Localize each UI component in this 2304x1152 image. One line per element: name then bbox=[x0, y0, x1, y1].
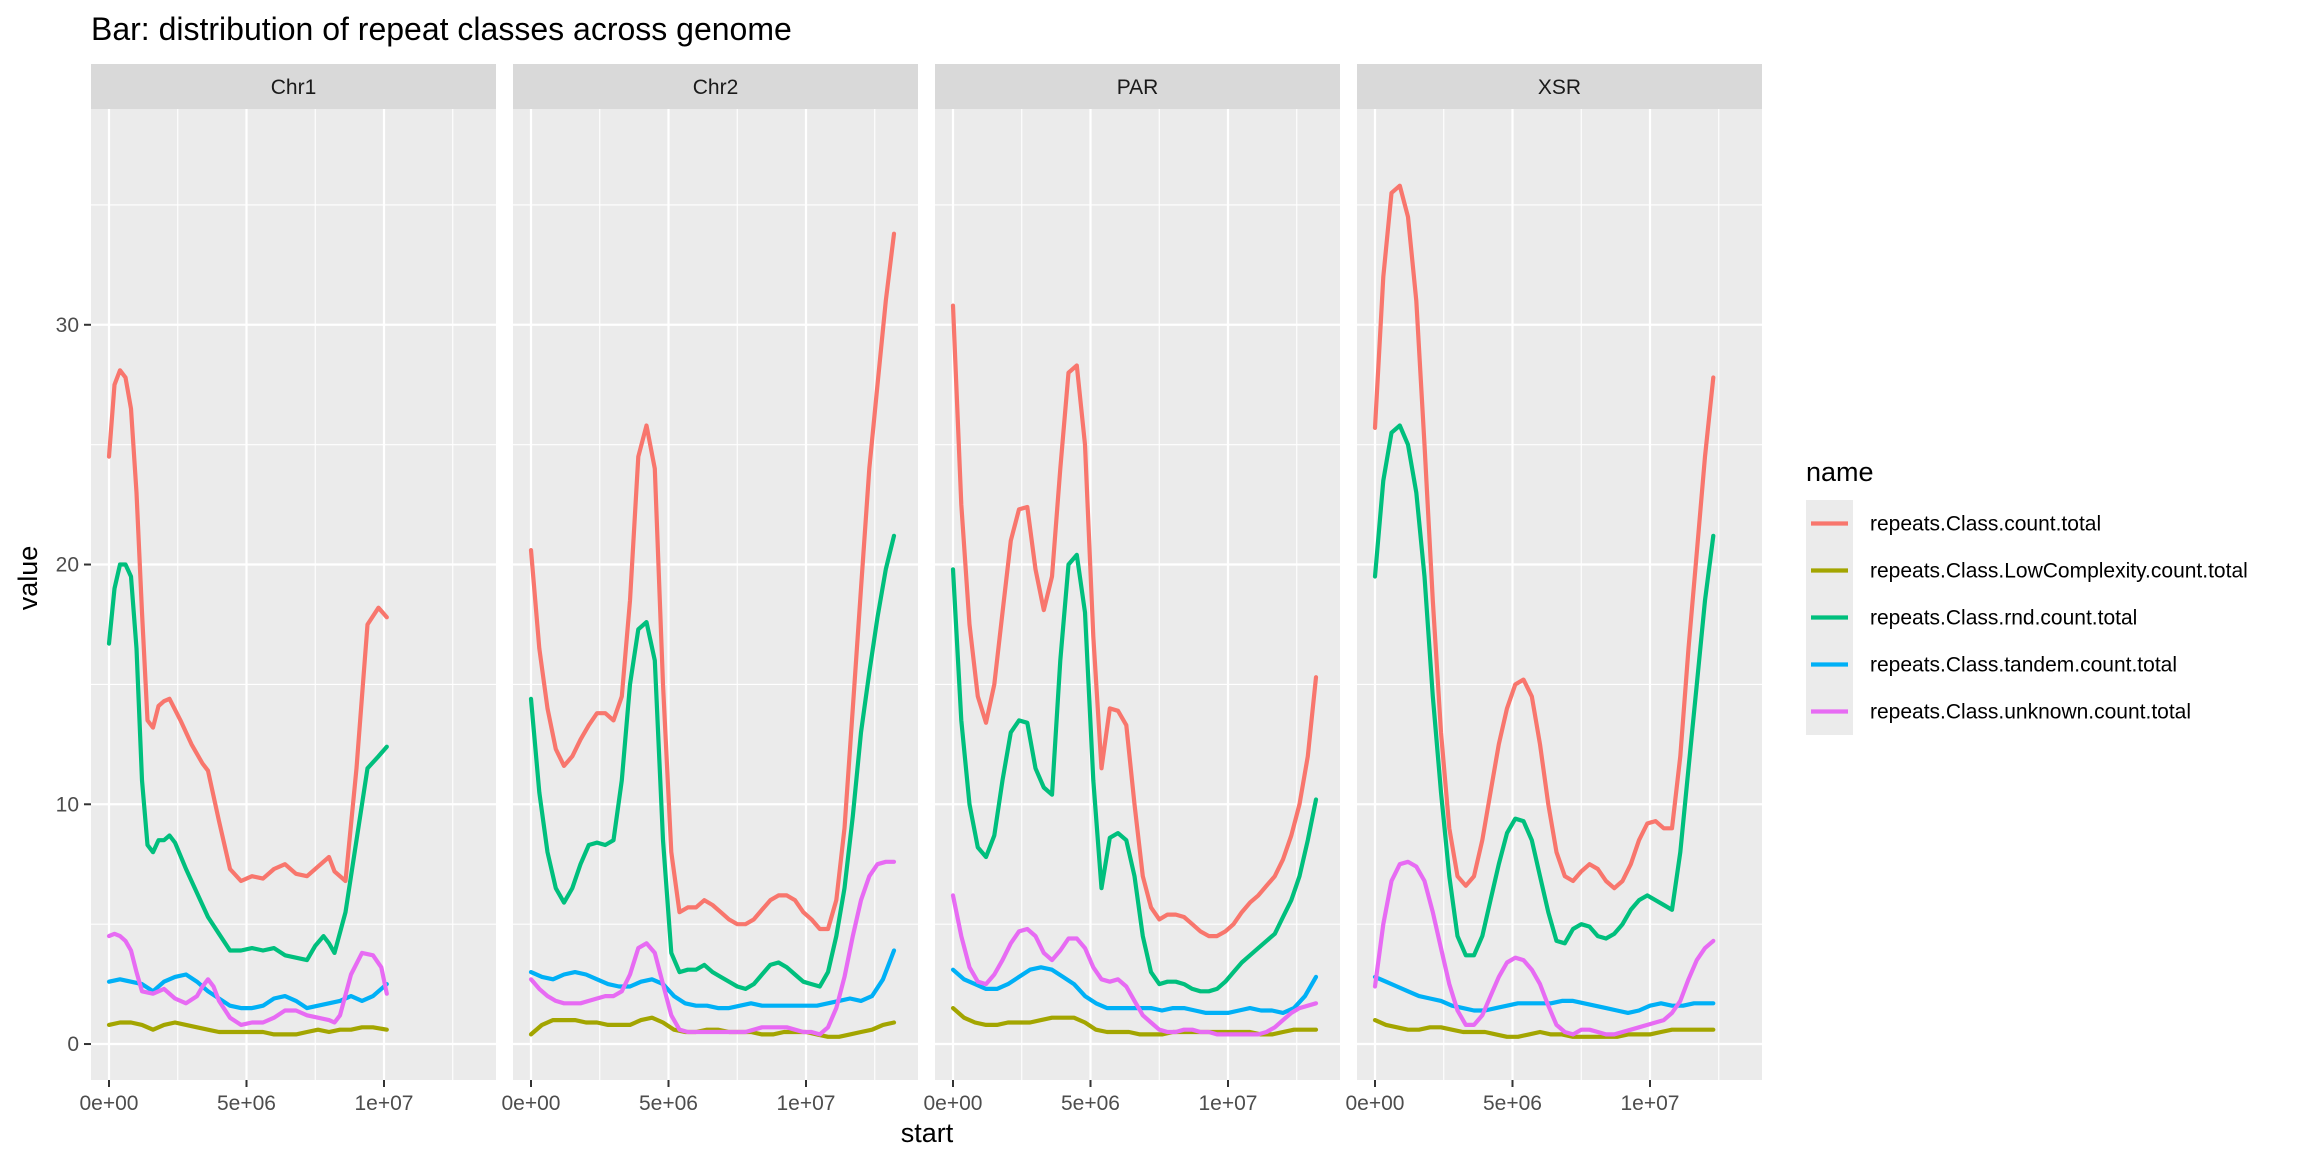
x-tick-label: 1e+07 bbox=[1621, 1092, 1680, 1115]
facet-strip-label: PAR bbox=[1117, 76, 1159, 99]
legend-label: repeats.Class.count.total bbox=[1870, 513, 2101, 536]
series-line-rnd bbox=[528, 533, 897, 991]
facet-strip bbox=[935, 64, 1340, 109]
facet-strip-label: Chr1 bbox=[271, 76, 317, 99]
facet-strip bbox=[513, 64, 918, 109]
legend-item: repeats.Class.rnd.count.total bbox=[1806, 594, 2137, 641]
series-line-lowcomplexity bbox=[106, 1020, 389, 1037]
x-tick-label: 5e+06 bbox=[639, 1092, 698, 1115]
series-line-tandem bbox=[528, 948, 897, 1011]
series-line-lowcomplexity bbox=[1372, 1018, 1716, 1039]
legend-item: repeats.Class.count.total bbox=[1806, 500, 2101, 547]
panel-background bbox=[935, 109, 1340, 1080]
series-line-count-total bbox=[950, 303, 1319, 939]
series-line-rnd bbox=[950, 552, 1319, 994]
series-line-tandem bbox=[950, 965, 1319, 1015]
legend: name repeats.Class.count.total repeats.Cl… bbox=[1806, 457, 2248, 735]
y-tick-label: 0 bbox=[67, 1033, 79, 1056]
series-line-unknown bbox=[1372, 859, 1716, 1037]
y-tick-label: 30 bbox=[56, 314, 79, 337]
legend-label: repeats.Class.rnd.count.total bbox=[1870, 607, 2137, 630]
x-tick-label: 0e+00 bbox=[80, 1092, 139, 1115]
legend-title: name bbox=[1806, 457, 1874, 487]
x-tick-label: 0e+00 bbox=[924, 1092, 983, 1115]
x-tick-label: 1e+07 bbox=[777, 1092, 836, 1115]
legend-item: repeats.Class.LowComplexity.count.total bbox=[1806, 547, 2248, 594]
series-line-tandem bbox=[106, 972, 389, 1011]
series-line-lowcomplexity bbox=[528, 1015, 897, 1039]
series-line-unknown bbox=[528, 859, 897, 1037]
x-axis-title: start bbox=[901, 1118, 954, 1148]
x-tick-label: 0e+00 bbox=[1346, 1092, 1405, 1115]
facet-strip bbox=[91, 64, 496, 109]
facet-panel-par: PAR 0e+00 5e+06 1e+07 bbox=[924, 64, 1340, 1115]
facet-strip-label: XSR bbox=[1538, 76, 1581, 99]
panel-background bbox=[1357, 109, 1762, 1080]
panel-background bbox=[91, 109, 496, 1080]
series-line-unknown bbox=[950, 893, 1319, 1037]
facet-panel-chr1: Chr1 0e+00 5e+06 1e+07 0 10 20 30 bbox=[56, 64, 496, 1115]
y-axis-title: value bbox=[13, 546, 43, 611]
facet-panel-xsr: XSR 0e+00 5e+06 1e+07 bbox=[1346, 64, 1762, 1115]
legend-label: repeats.Class.LowComplexity.count.total bbox=[1870, 560, 2248, 583]
legend-item: repeats.Class.unknown.count.total bbox=[1806, 688, 2191, 735]
series-line-count-total bbox=[106, 368, 389, 884]
x-tick-label: 5e+06 bbox=[217, 1092, 276, 1115]
legend-label: repeats.Class.tandem.count.total bbox=[1870, 654, 2177, 677]
chart-title: Bar: distribution of repeat classes acro… bbox=[91, 11, 792, 47]
legend-item: repeats.Class.tandem.count.total bbox=[1806, 641, 2177, 688]
y-tick-label: 20 bbox=[56, 554, 79, 577]
series-line-count-total bbox=[1372, 183, 1716, 891]
x-tick-label: 0e+00 bbox=[502, 1092, 561, 1115]
series-line-rnd bbox=[1372, 423, 1716, 958]
series-line-count-total bbox=[528, 231, 897, 932]
series-line-unknown bbox=[106, 931, 389, 1027]
legend-label: repeats.Class.unknown.count.total bbox=[1870, 701, 2191, 724]
facet-strip bbox=[1357, 64, 1762, 109]
facet-panel-chr2: Chr2 0e+00 5e+06 1e+07 bbox=[502, 64, 918, 1115]
facet-panels: Chr1 0e+00 5e+06 1e+07 0 10 20 30 Chr2 0e+00 5e+06… bbox=[56, 64, 1762, 1115]
x-tick-label: 1e+07 bbox=[355, 1092, 414, 1115]
x-tick-label: 5e+06 bbox=[1483, 1092, 1542, 1115]
panel-background bbox=[513, 109, 918, 1080]
y-tick-label: 10 bbox=[56, 793, 79, 816]
x-tick-label: 1e+07 bbox=[1199, 1092, 1258, 1115]
x-tick-label: 5e+06 bbox=[1061, 1092, 1120, 1115]
series-line-rnd bbox=[106, 562, 389, 963]
facet-strip-label: Chr2 bbox=[693, 76, 739, 99]
